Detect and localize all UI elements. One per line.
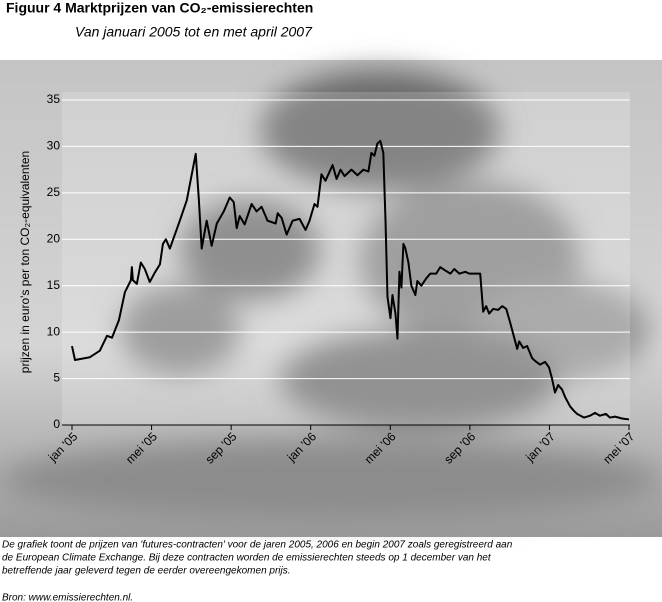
price-line (71, 139, 630, 421)
notes: De grafiek toont de prijzen van 'futures… (2, 540, 513, 577)
plot-area (62, 92, 630, 425)
y-tick-label: 10 (47, 324, 61, 338)
chart-subtitle: Van januari 2005 tot en met april 2007 (75, 24, 313, 40)
smoke (0, 70, 660, 520)
chart-title: Figuur 4 Marktprijzen van CO₂-emissierec… (6, 0, 313, 16)
y-tick-label: 0 (53, 417, 60, 431)
y-tick-label: 20 (47, 231, 61, 245)
note-line: betreffende jaar geleverd tegen de eerde… (2, 566, 291, 577)
source: Bron: www.emissierechten.nl. (2, 593, 133, 602)
y-axis-label: prijzen in euro's per ton CO₂-equivalent… (18, 151, 32, 373)
y-tick-label: 5 (53, 371, 60, 385)
y-tick-label: 15 (47, 278, 61, 292)
note-line: De grafiek toont de prijzen van 'futures… (2, 540, 513, 551)
note-line: de European Climate Exchange. Bij deze c… (2, 553, 492, 564)
y-tick-label: 25 (47, 185, 61, 199)
y-tick-label: 35 (47, 92, 61, 106)
y-tick-label: 30 (47, 139, 61, 153)
